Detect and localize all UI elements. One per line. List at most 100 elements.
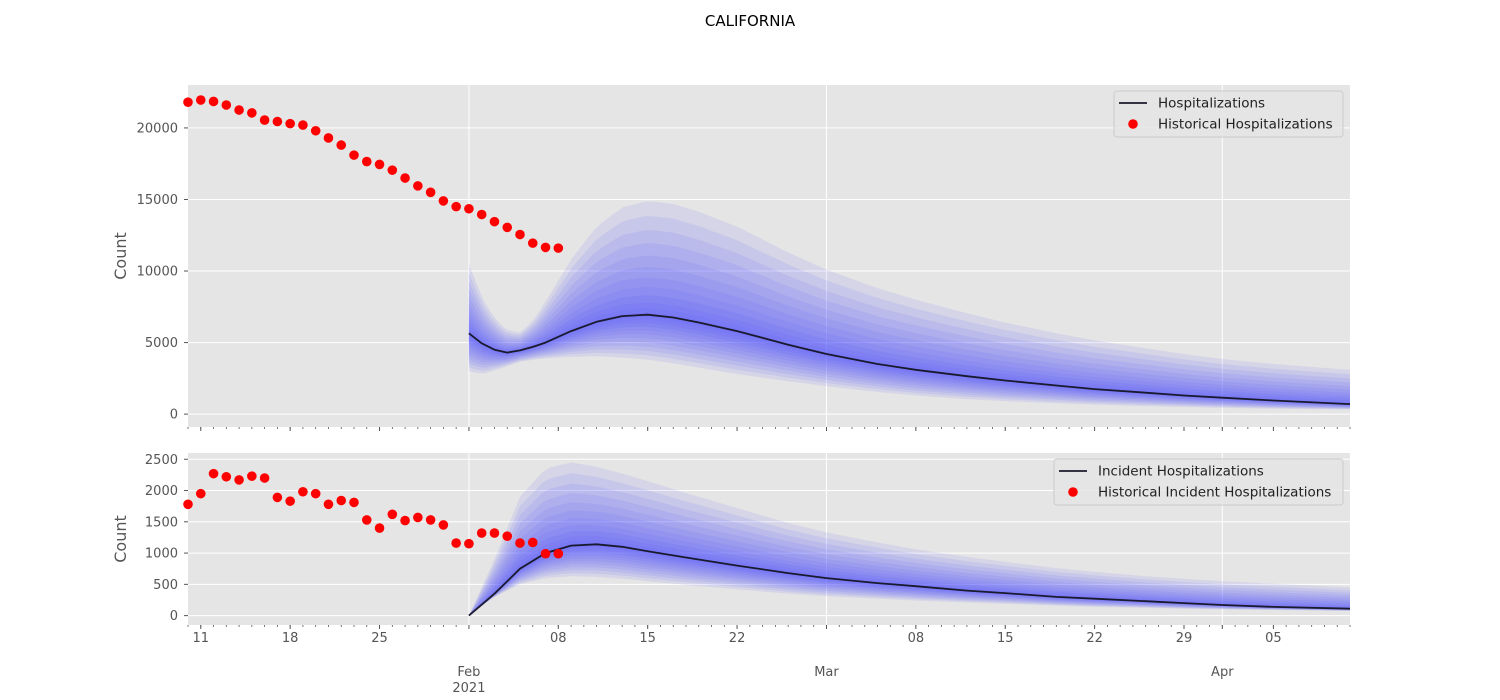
y-axis-label: Count xyxy=(111,515,130,563)
historical-point xyxy=(553,243,564,253)
forecast-median-line xyxy=(468,543,1351,617)
historical-point xyxy=(336,140,347,150)
historical-point xyxy=(451,538,461,548)
y-tick-label: 5000 xyxy=(145,336,178,351)
historical-point xyxy=(476,209,487,220)
x-tick-label: Apr xyxy=(1211,665,1234,680)
historical-point xyxy=(349,150,359,160)
forecast-band xyxy=(468,243,1350,408)
plot-background xyxy=(188,85,1350,427)
y-axis-label: Count xyxy=(111,232,130,280)
historical-point xyxy=(247,108,257,118)
forecast-band xyxy=(468,525,1350,616)
historical-point xyxy=(540,548,551,559)
historical-point xyxy=(527,537,538,548)
forecast-uncertainty-bands xyxy=(468,201,1350,410)
legend-box xyxy=(1053,458,1344,506)
historical-point xyxy=(413,512,423,523)
y-tick-label: 500 xyxy=(153,578,178,593)
historical-point xyxy=(502,222,513,233)
x-tick-label: 15 xyxy=(639,631,656,646)
historical-point xyxy=(323,499,334,510)
forecast-median-line xyxy=(468,313,1351,405)
forecast-band xyxy=(468,267,1350,407)
historical-point xyxy=(208,96,219,107)
x-tick-label: 05 xyxy=(1265,631,1282,646)
historical-point xyxy=(323,133,334,143)
historical-point xyxy=(527,238,538,248)
x-tick-label: 18 xyxy=(282,631,299,646)
historical-point xyxy=(425,515,436,525)
historical-point xyxy=(425,187,436,198)
historical-point xyxy=(272,116,283,127)
forecast-band xyxy=(468,286,1350,406)
x-tick-label: 08 xyxy=(908,631,925,646)
forecast-band xyxy=(468,230,1350,409)
legend: Hospitalizations Historical Hospitalizati… xyxy=(1113,90,1344,138)
x-tick-label: 25 xyxy=(371,631,388,646)
x-tick-year-label: 2021 xyxy=(452,681,485,696)
historical-point xyxy=(183,97,193,107)
historical-point xyxy=(361,156,372,167)
legend-label: Hospitalizations xyxy=(1158,96,1265,112)
historical-point xyxy=(374,159,385,170)
x-tick-label: 08 xyxy=(550,631,567,646)
historical-point xyxy=(502,531,513,541)
historical-point xyxy=(259,473,270,483)
y-tick-label: 10000 xyxy=(137,265,178,280)
x-tick-label: Feb xyxy=(457,665,480,680)
historical-point xyxy=(247,471,257,481)
historical-point xyxy=(183,499,193,510)
incident-hospitalizations-panel: 0 500 1000 1500 2000 2500 Incident Hospitaliza… xyxy=(111,453,1351,629)
historical-point xyxy=(413,181,423,191)
x-tick-label: 22 xyxy=(729,631,746,646)
forecast-band xyxy=(468,295,1350,406)
historical-point xyxy=(195,95,206,105)
x-tick-label: 22 xyxy=(1086,631,1103,646)
historical-point xyxy=(298,120,308,130)
historical-point xyxy=(208,468,219,479)
historical-point xyxy=(438,196,449,206)
historical-point xyxy=(476,528,487,538)
historical-point xyxy=(221,100,232,110)
forecast-band xyxy=(468,535,1350,616)
y-tick-label: 2000 xyxy=(145,484,178,499)
x-tick-label: 15 xyxy=(997,631,1014,646)
historical-point xyxy=(438,520,449,530)
historical-point xyxy=(221,471,232,482)
historical-point xyxy=(489,528,500,538)
historical-point xyxy=(336,495,347,506)
y-tick-label: 1500 xyxy=(145,515,178,530)
historical-point xyxy=(451,201,461,212)
historical-point xyxy=(374,523,385,533)
hospitalizations-panel: 0 5000 10000 15000 20000 Hospitalizations Hist… xyxy=(111,85,1351,431)
legend: Incident Hospitalizations Historical Inci… xyxy=(1053,458,1344,506)
historical-points xyxy=(183,468,564,559)
x-tick-marks xyxy=(187,427,1351,431)
historical-point xyxy=(285,118,295,129)
forecast-band xyxy=(468,255,1350,408)
x-tick-label: 11 xyxy=(192,631,209,646)
legend-label: Historical Incident Hospitalizations xyxy=(1098,485,1331,501)
forecast-band xyxy=(468,216,1350,409)
y-tick-label: 0 xyxy=(170,408,178,423)
y-tick-label: 15000 xyxy=(137,193,178,208)
historical-points xyxy=(183,95,564,253)
x-tick-marks xyxy=(187,625,1351,629)
historical-point xyxy=(310,488,321,499)
historical-point xyxy=(234,475,244,485)
legend-dot-swatch xyxy=(1128,119,1138,129)
historical-point xyxy=(195,488,206,499)
x-tick-label: Mar xyxy=(814,665,839,680)
y-tick-label: 20000 xyxy=(137,121,178,136)
forecast-band xyxy=(468,502,1350,616)
historical-point xyxy=(515,229,525,240)
y-tick-label: 2500 xyxy=(145,453,178,468)
forecast-band xyxy=(468,518,1350,616)
historical-point xyxy=(540,242,551,253)
forecast-band xyxy=(468,473,1350,616)
forecast-band xyxy=(468,483,1350,616)
historical-point xyxy=(387,509,398,520)
